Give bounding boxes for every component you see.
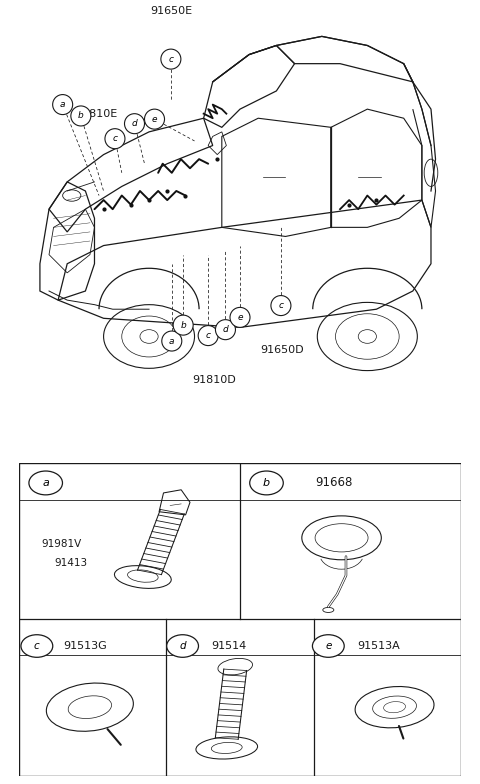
- Text: 91810D: 91810D: [192, 375, 236, 385]
- Circle shape: [173, 315, 193, 335]
- Text: d: d: [132, 119, 137, 128]
- Circle shape: [162, 331, 182, 351]
- Circle shape: [105, 129, 125, 149]
- Text: b: b: [78, 111, 84, 121]
- Text: 91650E: 91650E: [150, 6, 192, 16]
- Text: 91513G: 91513G: [63, 641, 107, 651]
- Circle shape: [167, 635, 199, 657]
- Circle shape: [250, 471, 283, 495]
- Circle shape: [161, 49, 181, 69]
- Text: d: d: [223, 325, 228, 334]
- Circle shape: [124, 114, 144, 134]
- Circle shape: [312, 635, 344, 657]
- Text: e: e: [325, 641, 332, 651]
- Circle shape: [216, 320, 236, 339]
- Text: a: a: [42, 478, 49, 488]
- Circle shape: [198, 325, 218, 346]
- Text: 91513A: 91513A: [357, 641, 400, 651]
- Text: c: c: [278, 301, 283, 310]
- Text: e: e: [152, 114, 157, 124]
- Circle shape: [230, 307, 250, 328]
- Circle shape: [53, 95, 72, 114]
- Text: c: c: [34, 641, 40, 651]
- Text: c: c: [112, 134, 118, 143]
- Text: a: a: [60, 100, 65, 109]
- Text: 91514: 91514: [211, 641, 247, 651]
- Text: c: c: [205, 331, 211, 340]
- Text: 91650D: 91650D: [261, 345, 304, 355]
- Text: c: c: [168, 55, 173, 64]
- Circle shape: [21, 635, 53, 657]
- Text: 91413: 91413: [55, 558, 88, 568]
- Text: a: a: [169, 336, 175, 346]
- Text: 91668: 91668: [315, 477, 352, 489]
- Text: b: b: [263, 478, 270, 488]
- Text: 91981V: 91981V: [41, 539, 82, 549]
- Circle shape: [71, 106, 91, 126]
- Text: e: e: [237, 313, 243, 322]
- Circle shape: [29, 471, 62, 495]
- Circle shape: [271, 296, 291, 316]
- Circle shape: [144, 109, 165, 129]
- Text: b: b: [180, 321, 186, 329]
- Text: 91810E: 91810E: [76, 109, 118, 118]
- Text: d: d: [179, 641, 186, 651]
